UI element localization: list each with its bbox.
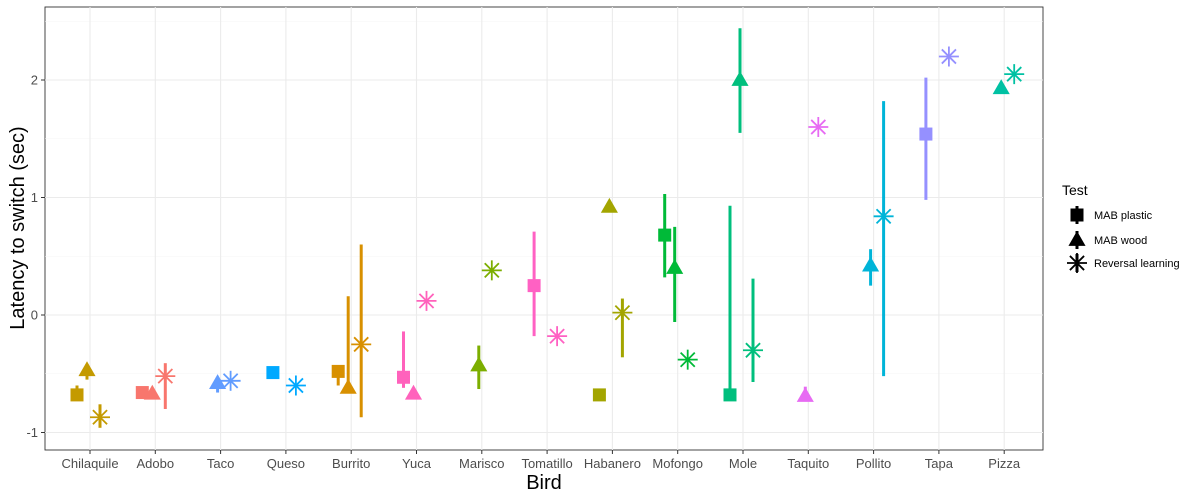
x-tick-label: Marisco [459, 456, 505, 471]
point-square [527, 279, 541, 293]
series-reversal-learning [90, 46, 1025, 428]
x-axis: Chilaquile Adobo Taco Queso Burrito Yuca Maris… [61, 450, 1021, 471]
y-axis: -1 0 1 2 [26, 73, 45, 440]
point-triangle [600, 197, 618, 213]
x-tick-label: Taco [207, 456, 234, 471]
x-tick-label: Mole [729, 456, 757, 471]
point-asterisk [1004, 64, 1025, 85]
legend-item-mab-plastic: MAB plastic [1070, 206, 1153, 224]
point-triangle [666, 259, 684, 274]
x-tick-label: Tomatillo [521, 456, 572, 471]
x-tick-label: Taquito [787, 456, 829, 471]
point-square [919, 127, 933, 141]
y-tick-label: 0 [31, 308, 38, 323]
point-asterisk [873, 206, 894, 227]
legend-label: Reversal learning [1094, 258, 1180, 270]
asterisk-stroke [941, 48, 957, 65]
x-tick-label: Mofongo [652, 456, 703, 471]
asterisk-stroke [679, 351, 696, 368]
legend: Test MAB plastic MAB wood Reversal learnin… [1062, 182, 1180, 273]
x-tick-label: Queso [267, 456, 305, 471]
point-triangle [404, 384, 423, 400]
series-mab-plastic [70, 77, 933, 402]
asterisk-stroke [614, 304, 631, 321]
point-square [266, 366, 280, 380]
asterisk-stroke [549, 328, 565, 344]
asterisk-stroke [353, 336, 369, 353]
point-asterisk [743, 340, 763, 361]
y-tick-label: 1 [31, 190, 38, 205]
asterisk-stroke [288, 377, 304, 394]
legend-key-asterisk [1067, 253, 1087, 273]
legend-label: MAB plastic [1094, 210, 1153, 222]
point-triangle [992, 79, 1010, 95]
plot-panel [44, 6, 1044, 451]
asterisk-stroke [222, 373, 239, 389]
point-square [70, 388, 84, 402]
data-marks [70, 28, 1025, 428]
point-triangle [78, 361, 96, 377]
gridlines [45, 7, 1043, 450]
asterisk-stroke [157, 368, 174, 384]
point-square [397, 370, 410, 384]
point-square [135, 386, 149, 400]
point-square [592, 388, 606, 402]
x-tick-label: Adobo [137, 456, 175, 471]
asterisk-stroke [92, 409, 108, 425]
point-asterisk [612, 302, 633, 323]
point-asterisk [351, 334, 372, 355]
point-asterisk [220, 370, 241, 391]
x-tick-label: Burrito [332, 456, 370, 471]
point-square [723, 388, 737, 402]
legend-item-reversal-learning: Reversal learning [1067, 253, 1180, 273]
point-square [658, 228, 672, 242]
point-asterisk [90, 407, 110, 428]
point-triangle [796, 387, 814, 402]
point-asterisk [808, 117, 829, 137]
point-triangle [470, 356, 488, 372]
point-triangle [339, 378, 357, 394]
x-tick-label: Yuca [402, 456, 432, 471]
asterisk-stroke [1006, 66, 1022, 82]
point-asterisk [416, 290, 437, 311]
point-square [331, 364, 345, 378]
y-tick-label: -1 [26, 425, 38, 440]
asterisk-stroke [745, 342, 761, 358]
legend-title: Test [1062, 182, 1088, 198]
x-tick-label: Chilaquile [61, 456, 118, 471]
asterisk-stroke [484, 262, 500, 279]
legend-label: MAB wood [1094, 235, 1147, 247]
point-asterisk [155, 366, 176, 387]
series-mab-wood [78, 28, 1010, 402]
legend-key-triangle [1068, 231, 1086, 246]
x-tick-label: Tapa [925, 456, 954, 471]
point-asterisk [677, 349, 698, 370]
point-triangle [209, 374, 227, 389]
x-tick-label: Pollito [856, 456, 891, 471]
asterisk-stroke [875, 208, 892, 225]
point-asterisk [938, 46, 959, 67]
point-triangle [143, 384, 161, 400]
point-asterisk [285, 375, 306, 396]
asterisk-stroke [810, 119, 827, 135]
y-axis-title: Latency to switch (sec) [7, 126, 29, 329]
asterisk-stroke [1069, 255, 1085, 271]
point-asterisk [481, 260, 502, 281]
point-triangle [862, 256, 880, 272]
y-tick-label: 2 [31, 73, 38, 88]
x-tick-label: Pizza [988, 456, 1021, 471]
asterisk-stroke [418, 293, 435, 309]
legend-key-square [1070, 208, 1084, 222]
point-asterisk [547, 326, 568, 347]
point-triangle [731, 71, 749, 86]
x-tick-label: Habanero [584, 456, 641, 471]
legend-item-mab-wood: MAB wood [1068, 231, 1147, 249]
x-axis-title: Bird [526, 472, 562, 494]
